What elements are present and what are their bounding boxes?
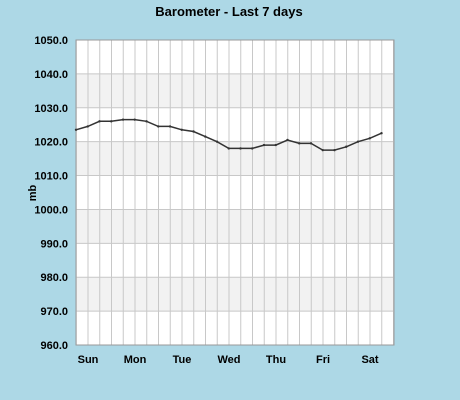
x-tick-label: Tue [173, 354, 192, 366]
y-tick-label: 1010.0 [34, 171, 68, 183]
data-point [133, 118, 136, 121]
data-point [110, 120, 113, 123]
grid-band [76, 73, 394, 108]
x-tick-label: Thu [266, 354, 286, 366]
x-tick-label: Fri [316, 354, 330, 366]
data-point [380, 131, 383, 135]
y-axis-label: mb [27, 184, 39, 201]
data-point [345, 145, 348, 148]
y-tick-label: 1050.0 [34, 35, 68, 47]
plot-border [75, 39, 395, 346]
data-point [262, 143, 266, 147]
data-point [333, 148, 336, 152]
data-point [192, 130, 195, 133]
grid-band [76, 209, 394, 244]
data-point [286, 138, 289, 142]
data-point [157, 125, 160, 128]
data-point [98, 120, 101, 123]
data-point [180, 128, 183, 132]
data-point [121, 118, 125, 121]
data-point [356, 140, 360, 143]
grid-band [76, 277, 394, 312]
data-point [298, 142, 301, 145]
y-tick-label: 1040.0 [34, 69, 68, 81]
grid-band [76, 141, 394, 176]
chart-title: Barometer - Last 7 days [155, 4, 302, 19]
y-tick-label: 1000.0 [34, 204, 68, 216]
data-point [227, 147, 230, 150]
data-point [215, 140, 219, 143]
y-tick-label: 980.0 [40, 272, 68, 284]
data-point [74, 128, 78, 132]
y-tick-label: 1020.0 [34, 137, 68, 149]
data-point [239, 147, 242, 150]
data-point [274, 143, 277, 147]
x-tick-label: Sun [78, 354, 99, 366]
data-point [168, 125, 172, 128]
x-tick-label: Wed [217, 354, 240, 366]
data-point [86, 125, 89, 128]
y-tick-label: 970.0 [40, 306, 68, 318]
x-tick-label: Mon [124, 354, 147, 366]
y-tick-label: 1030.0 [34, 103, 68, 115]
data-point [368, 137, 371, 140]
data-point [251, 147, 254, 150]
data-point [204, 135, 207, 138]
data-point [145, 120, 148, 123]
data-point [321, 148, 324, 152]
y-tick-label: 960.0 [40, 340, 68, 352]
data-point [309, 142, 313, 145]
x-tick-label: Sat [361, 354, 378, 366]
y-tick-label: 990.0 [40, 238, 68, 250]
